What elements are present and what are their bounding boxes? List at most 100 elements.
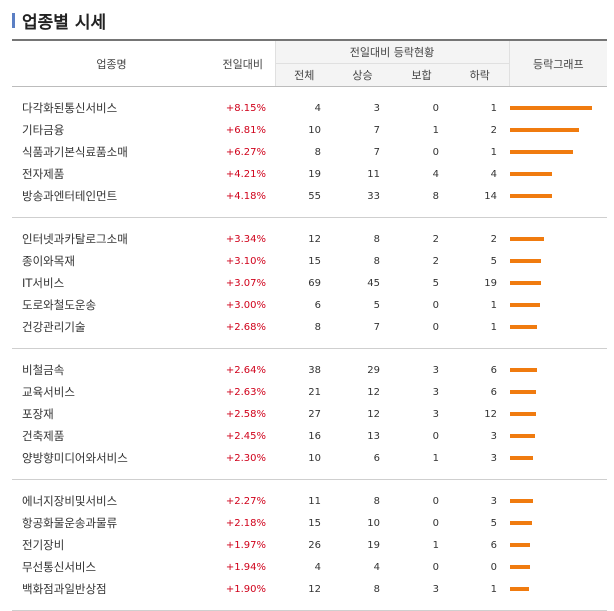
spacer-cell xyxy=(12,87,607,98)
count-down: 3 xyxy=(451,425,509,447)
count-up: 4 xyxy=(333,556,392,578)
change-bar xyxy=(510,368,537,372)
column-header-flat: 보합 xyxy=(392,64,451,87)
count-flat: 0 xyxy=(392,556,451,578)
change-graph xyxy=(509,294,607,316)
sector-name-link[interactable]: 에너지장비및서비스 xyxy=(12,490,211,512)
change-rate: +8.15% xyxy=(211,97,275,119)
change-graph xyxy=(509,141,607,163)
count-down: 1 xyxy=(451,316,509,338)
sector-name-link[interactable]: 다각화된통신서비스 xyxy=(12,97,211,119)
change-rate: +3.34% xyxy=(211,228,275,250)
sector-name-link[interactable]: 건축제품 xyxy=(12,425,211,447)
change-rate: +3.07% xyxy=(211,272,275,294)
count-up: 8 xyxy=(333,578,392,600)
count-total: 38 xyxy=(275,359,333,381)
sector-name-link[interactable]: 포장재 xyxy=(12,403,211,425)
group-spacer xyxy=(12,207,607,218)
column-header-up: 상승 xyxy=(333,64,392,87)
change-bar xyxy=(510,194,552,198)
count-up: 33 xyxy=(333,185,392,207)
column-header-name: 업종명 xyxy=(12,40,211,87)
count-down: 1 xyxy=(451,97,509,119)
count-up: 8 xyxy=(333,228,392,250)
change-rate: +2.64% xyxy=(211,359,275,381)
sector-name-link[interactable]: 전자제품 xyxy=(12,163,211,185)
sector-name-link[interactable]: 무선통신서비스 xyxy=(12,556,211,578)
change-graph xyxy=(509,163,607,185)
change-bar xyxy=(510,128,579,132)
sector-name-link[interactable]: 방송과엔터테인먼트 xyxy=(12,185,211,207)
sector-name-link[interactable]: 비철금속 xyxy=(12,359,211,381)
count-flat: 0 xyxy=(392,141,451,163)
change-graph xyxy=(509,359,607,381)
count-flat: 0 xyxy=(392,316,451,338)
count-flat: 0 xyxy=(392,512,451,534)
sector-name-link[interactable]: 양방향미디어와서비스 xyxy=(12,447,211,469)
count-down: 3 xyxy=(451,490,509,512)
count-up: 12 xyxy=(333,403,392,425)
count-up: 8 xyxy=(333,490,392,512)
change-graph xyxy=(509,556,607,578)
count-flat: 3 xyxy=(392,359,451,381)
group-spacer xyxy=(12,349,607,359)
sector-name-link[interactable]: 전기장비 xyxy=(12,534,211,556)
change-bar xyxy=(510,565,530,569)
column-header-status-group: 전일대비 등락현황 xyxy=(275,40,509,64)
count-flat: 0 xyxy=(392,490,451,512)
change-rate: +1.90% xyxy=(211,578,275,600)
spacer-cell xyxy=(12,349,607,359)
count-up: 13 xyxy=(333,425,392,447)
count-down: 3 xyxy=(451,447,509,469)
change-bar xyxy=(510,150,573,154)
change-bar xyxy=(510,521,532,525)
count-total: 10 xyxy=(275,447,333,469)
count-down: 19 xyxy=(451,272,509,294)
change-graph xyxy=(509,185,607,207)
count-up: 7 xyxy=(333,119,392,141)
sector-name-link[interactable]: 식품과기본식료품소매 xyxy=(12,141,211,163)
count-total: 26 xyxy=(275,534,333,556)
sector-name-link[interactable]: 백화점과일반상점 xyxy=(12,578,211,600)
change-bar xyxy=(510,412,536,416)
count-up: 19 xyxy=(333,534,392,556)
group-spacer xyxy=(12,338,607,349)
change-graph xyxy=(509,403,607,425)
change-rate: +3.10% xyxy=(211,250,275,272)
count-down: 6 xyxy=(451,381,509,403)
change-rate: +2.68% xyxy=(211,316,275,338)
count-flat: 0 xyxy=(392,97,451,119)
sector-name-link[interactable]: 종이와목재 xyxy=(12,250,211,272)
sector-name-link[interactable]: 항공화물운송과물류 xyxy=(12,512,211,534)
count-down: 1 xyxy=(451,294,509,316)
sector-name-link[interactable]: 건강관리기술 xyxy=(12,316,211,338)
sector-name-link[interactable]: 기타금융 xyxy=(12,119,211,141)
change-bar xyxy=(510,259,541,263)
change-graph xyxy=(509,97,607,119)
sector-name-link[interactable]: 도로와철도운송 xyxy=(12,294,211,316)
change-rate: +2.30% xyxy=(211,447,275,469)
group-spacer xyxy=(12,469,607,480)
sector-name-link[interactable]: 교육서비스 xyxy=(12,381,211,403)
sector-price-table: 업종명 전일대비 전일대비 등락현황 등락그래프 전체 상승 보합 하락 다각화… xyxy=(12,39,607,611)
count-up: 6 xyxy=(333,447,392,469)
sector-name-link[interactable]: IT서비스 xyxy=(12,272,211,294)
sector-name-link[interactable]: 인터넷과카탈로그소매 xyxy=(12,228,211,250)
change-bar xyxy=(510,281,541,285)
change-graph xyxy=(509,316,607,338)
change-rate: +6.27% xyxy=(211,141,275,163)
count-down: 5 xyxy=(451,512,509,534)
change-graph xyxy=(509,250,607,272)
